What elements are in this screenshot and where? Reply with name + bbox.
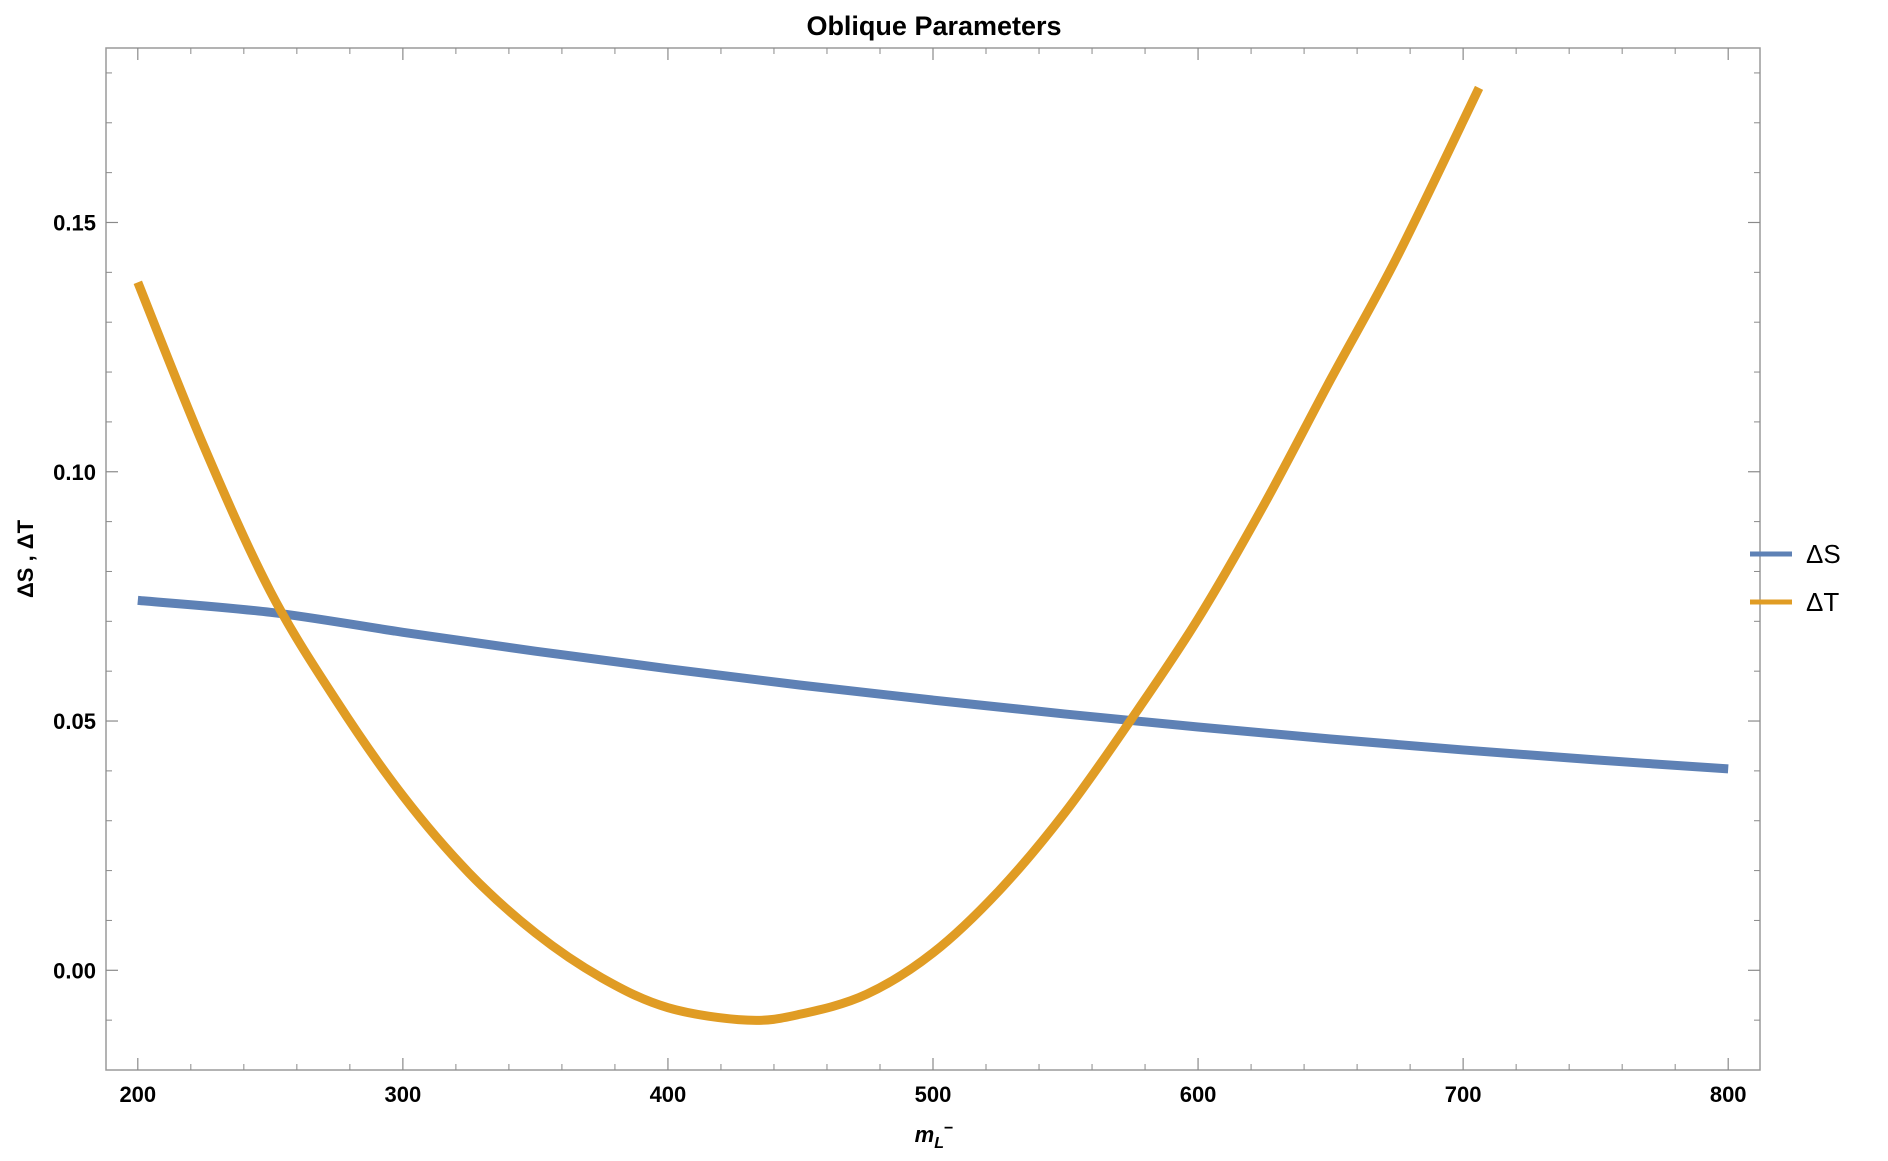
legend-label-ds: ΔS xyxy=(1806,539,1841,569)
y-tick-label: 0.00 xyxy=(53,958,96,983)
x-tick-label: 300 xyxy=(385,1082,422,1107)
y-tick-label: 0.15 xyxy=(53,210,96,235)
plot-frame xyxy=(105,47,1761,1071)
chart-title: Oblique Parameters xyxy=(806,11,1061,41)
x-tick-label: 500 xyxy=(915,1082,952,1107)
x-tick-label: 800 xyxy=(1710,1082,1747,1107)
legend-label-dt: ΔT xyxy=(1806,587,1839,617)
x-axis-label: mL− xyxy=(915,1120,954,1152)
series-layer xyxy=(133,85,1729,1025)
x-axis-label-sup: − xyxy=(944,1120,953,1137)
series-line-dt xyxy=(133,85,1484,1025)
axis-ticks xyxy=(106,48,1760,1070)
y-tick-label: 0.05 xyxy=(53,709,96,734)
x-tick-label: 400 xyxy=(650,1082,687,1107)
axis-tick-labels: 200 300 400 500 600 700 800 0.00 0.05 0.10 0.15 xyxy=(53,210,1746,1107)
x-axis-label-main: m xyxy=(915,1122,935,1147)
x-axis-label-sub: L xyxy=(934,1135,944,1152)
y-tick-label: 0.10 xyxy=(53,460,96,485)
y-axis-label: ΔS , ΔT xyxy=(13,519,38,598)
x-tick-label: 600 xyxy=(1180,1082,1217,1107)
series-line-ds xyxy=(137,595,1729,774)
legend: ΔS ΔT xyxy=(1750,539,1841,617)
x-tick-label: 200 xyxy=(119,1082,156,1107)
x-tick-label: 700 xyxy=(1445,1082,1482,1107)
